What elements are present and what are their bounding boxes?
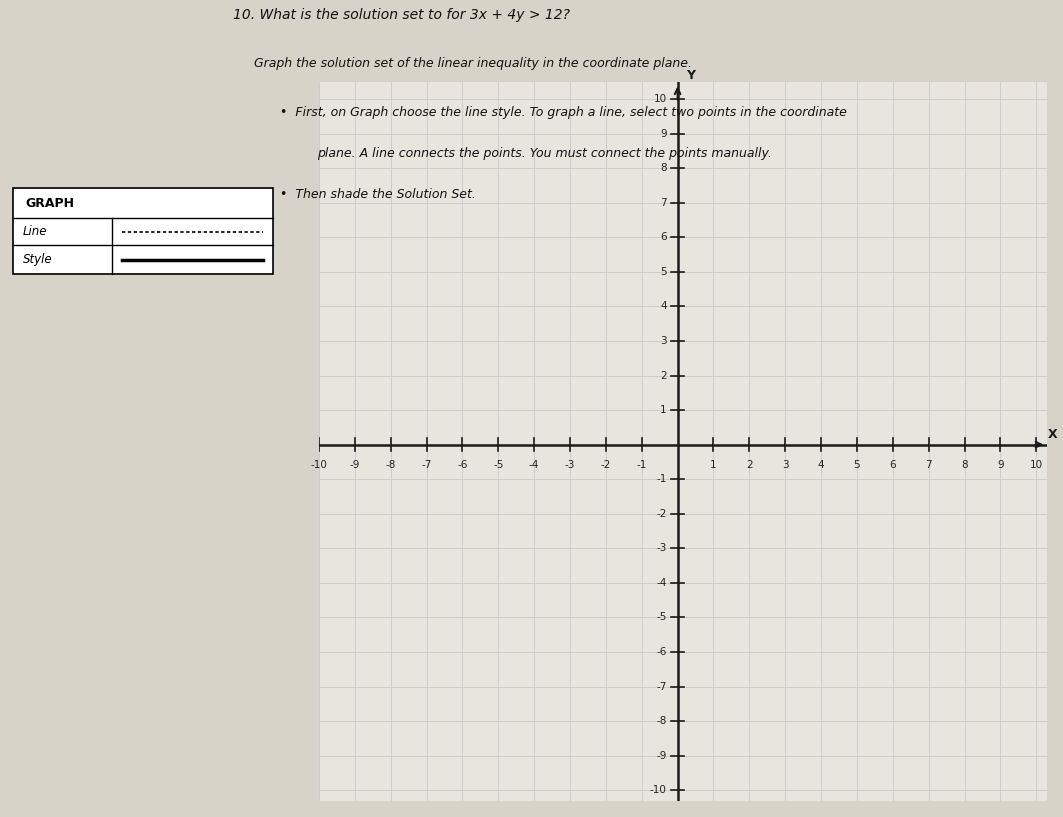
Text: 2: 2 [660, 370, 667, 381]
Text: 6: 6 [890, 460, 896, 471]
Text: Y: Y [687, 69, 695, 83]
Text: -1: -1 [637, 460, 647, 471]
Text: -6: -6 [657, 647, 667, 657]
Text: 3: 3 [782, 460, 789, 471]
Text: X: X [1048, 428, 1058, 440]
Text: -8: -8 [386, 460, 395, 471]
Text: Line: Line [23, 225, 48, 239]
Text: •  Then shade the Solution Set.: • Then shade the Solution Set. [281, 188, 476, 201]
Text: Graph the solution set of the linear inequality in the coordinate plane.: Graph the solution set of the linear ine… [254, 57, 692, 70]
Text: 3: 3 [660, 336, 667, 346]
Text: 6: 6 [660, 232, 667, 243]
Text: 7: 7 [660, 198, 667, 208]
Text: -4: -4 [529, 460, 539, 471]
Text: 8: 8 [961, 460, 968, 471]
Text: 9: 9 [660, 128, 667, 139]
Text: 8: 8 [660, 163, 667, 173]
Text: 4: 4 [660, 301, 667, 311]
Text: -7: -7 [421, 460, 432, 471]
Text: -10: -10 [310, 460, 327, 471]
Text: 7: 7 [926, 460, 932, 471]
Text: 1: 1 [660, 405, 667, 415]
Text: -3: -3 [657, 543, 667, 553]
Text: -7: -7 [657, 681, 667, 692]
Text: GRAPH: GRAPH [26, 197, 74, 210]
Text: 9: 9 [997, 460, 1003, 471]
Text: plane. A line connects the points. You must connect the points manually.: plane. A line connects the points. You m… [317, 147, 772, 160]
Text: -9: -9 [350, 460, 360, 471]
Text: 10. What is the solution set to for 3x + 4y > 12?: 10. What is the solution set to for 3x +… [233, 8, 570, 22]
Text: 5: 5 [854, 460, 860, 471]
Text: 10: 10 [654, 94, 667, 104]
Text: -2: -2 [657, 509, 667, 519]
Text: -10: -10 [649, 785, 667, 795]
Text: 1: 1 [710, 460, 716, 471]
Text: -6: -6 [457, 460, 468, 471]
Text: 4: 4 [817, 460, 825, 471]
Text: -5: -5 [493, 460, 504, 471]
Text: 10: 10 [1030, 460, 1043, 471]
Text: -8: -8 [657, 717, 667, 726]
Text: 2: 2 [746, 460, 753, 471]
Text: -2: -2 [601, 460, 611, 471]
Text: •  First, on Graph choose the line style. To graph a line, select two points in : • First, on Graph choose the line style.… [281, 106, 847, 119]
Text: -4: -4 [657, 578, 667, 588]
Text: -9: -9 [657, 751, 667, 761]
Text: -3: -3 [564, 460, 575, 471]
Text: 5: 5 [660, 267, 667, 277]
Text: Style: Style [23, 253, 53, 266]
Text: -5: -5 [657, 613, 667, 623]
Text: -1: -1 [657, 474, 667, 484]
